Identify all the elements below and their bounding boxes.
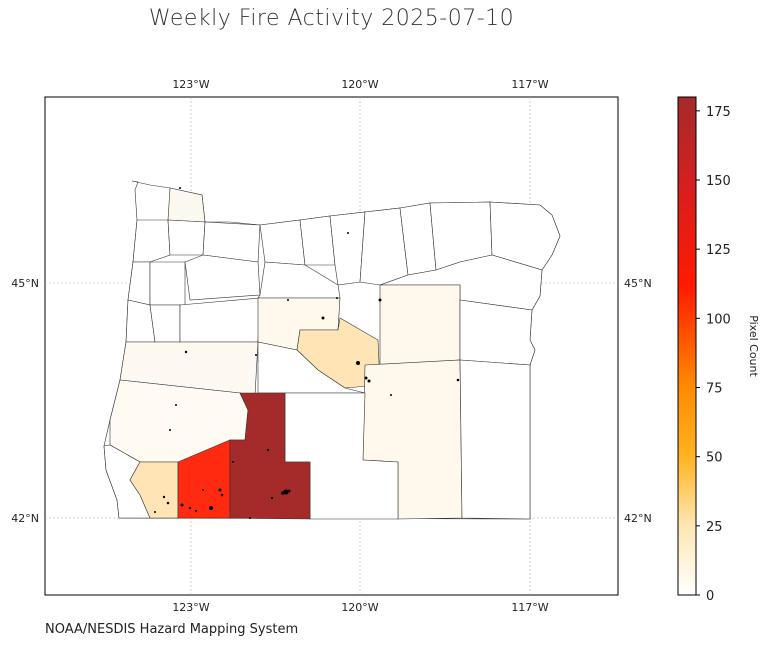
lat-tick-left-2: 42°N xyxy=(11,512,39,525)
colorbar-tick-label: 175 xyxy=(706,105,731,120)
colorbar-tick-label: 75 xyxy=(706,382,723,397)
colorbar xyxy=(677,96,697,596)
lat-tick-left-1: 45°N xyxy=(11,277,39,290)
colorbar-tick-label: 50 xyxy=(706,451,723,466)
colorbar-ticks: 0 25 50 75 100 125 150 175 xyxy=(696,105,731,604)
lat-tick-right-1: 45°N xyxy=(624,277,652,290)
colorbar-tick-label: 150 xyxy=(706,174,731,189)
lon-tick-top-3: 117°W xyxy=(511,78,548,91)
colorbar-label: Pixel Count xyxy=(747,315,760,377)
colorbar-tick-label: 25 xyxy=(706,520,723,535)
lon-tick-bottom-2: 120°W xyxy=(341,601,378,614)
lon-tick-bottom-1: 123°W xyxy=(172,601,209,614)
lon-tick-bottom-3: 117°W xyxy=(511,601,548,614)
county-polygons xyxy=(103,180,561,520)
lon-tick-top-1: 123°W xyxy=(172,78,209,91)
colorbar-tick-label: 0 xyxy=(706,589,714,604)
fire-detections xyxy=(154,187,460,519)
lat-tick-right-2: 42°N xyxy=(624,512,652,525)
map-title: Weekly Fire Activity 2025-07-10 xyxy=(148,6,515,31)
lon-tick-top-2: 120°W xyxy=(341,78,378,91)
colorbar-tick-label: 125 xyxy=(706,243,731,258)
colorbar-tick-label: 100 xyxy=(706,312,731,327)
credit-text: NOAA/NESDIS Hazard Mapping System xyxy=(45,622,299,637)
